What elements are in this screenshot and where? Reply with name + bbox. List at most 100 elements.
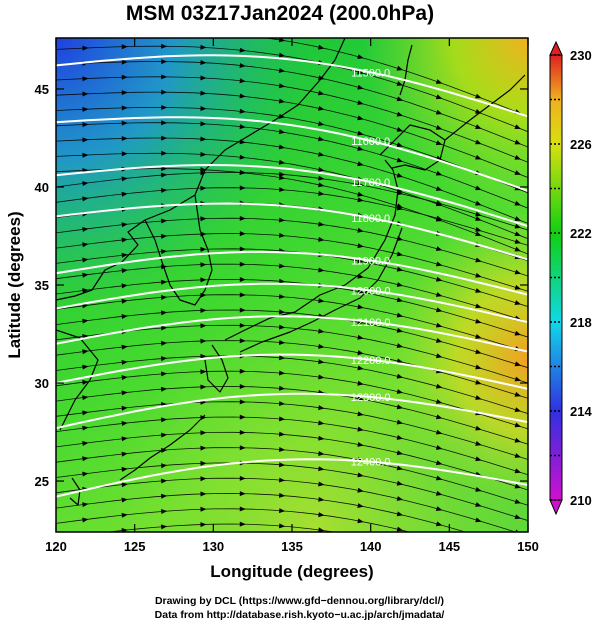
wind-arrow (121, 421, 128, 427)
wind-arrow (435, 140, 443, 146)
wind-arrow (200, 491, 207, 497)
streamline (56, 263, 528, 323)
wind-arrow (82, 288, 89, 294)
wind-arrow (121, 359, 128, 365)
wind-arrow (279, 232, 286, 238)
wind-arrow (396, 111, 404, 117)
wind-arrow (475, 231, 482, 237)
wind-arrow (279, 431, 286, 437)
wind-arrow (200, 121, 207, 127)
wind-arrow (200, 384, 207, 390)
wind-arrow (357, 146, 364, 151)
wind-arrow (396, 297, 404, 303)
wind-arrow (514, 422, 522, 428)
wind-arrow (239, 170, 246, 176)
wind-arrow (475, 563, 482, 570)
wind-arrow (357, 130, 364, 136)
wind-arrow (396, 450, 404, 456)
colorbar-label: 214 (570, 404, 592, 419)
wind-arrow (161, 463, 168, 469)
wind-arrow (200, 105, 207, 111)
wind-arrow (200, 262, 207, 268)
wind-arrow (279, 355, 286, 361)
wind-arrow (279, 492, 286, 498)
wind-arrow (239, 307, 246, 313)
wind-arrow (475, 216, 482, 221)
wind-arrow (357, 161, 364, 167)
wind-arrow (435, 307, 443, 313)
wind-arrow (122, 29, 128, 34)
streamline (56, 137, 528, 224)
wind-arrow (239, 78, 246, 84)
wind-arrow (121, 252, 128, 258)
y-tick-label: 45 (35, 82, 49, 97)
wind-arrow (239, 521, 246, 527)
wind-arrow (82, 45, 89, 51)
wind-arrow (318, 151, 325, 157)
wind-arrow (357, 227, 364, 233)
wind-arrow (121, 283, 128, 289)
wind-arrow (435, 414, 443, 420)
wind-arrow (278, 52, 286, 58)
wind-arrow (514, 407, 522, 412)
streamline (56, 508, 411, 532)
wind-arrow (82, 181, 89, 187)
wind-arrow (357, 304, 364, 310)
x-tick-label: 145 (438, 539, 460, 554)
wind-arrow (318, 374, 325, 380)
wind-arrow (357, 181, 364, 187)
wind-arrow (514, 139, 521, 145)
wind-arrow (279, 523, 286, 529)
wind-arrow (161, 249, 168, 255)
x-tick-label: 120 (45, 539, 67, 554)
streamline (56, 447, 528, 506)
wind-arrow (121, 105, 128, 111)
wind-arrow (318, 451, 325, 456)
wind-arrow (396, 96, 404, 102)
wind-arrow (279, 370, 286, 376)
colorbar-label: 226 (570, 137, 592, 152)
wind-arrow (82, 122, 89, 128)
wind-arrow (239, 414, 246, 420)
wind-arrow (200, 231, 207, 237)
wind-arrow (357, 84, 364, 90)
wind-arrow (239, 475, 246, 481)
wind-arrow (396, 81, 404, 86)
coastline-korea (144, 194, 213, 306)
wind-arrow (475, 211, 482, 217)
wind-arrow (475, 456, 482, 462)
wind-arrow (475, 124, 482, 129)
wind-arrow (475, 257, 482, 263)
wind-arrow (200, 167, 207, 173)
wind-arrow (357, 518, 364, 524)
contour-line (56, 282, 528, 324)
wind-arrow (200, 430, 207, 436)
wind-arrow (200, 277, 207, 283)
wind-arrow (318, 182, 325, 188)
contour-line (56, 250, 528, 296)
wind-arrow (121, 74, 128, 80)
wind-arrow (239, 384, 246, 390)
wind-arrow (161, 135, 168, 141)
y-tick-label: 35 (35, 278, 49, 293)
wind-arrow (514, 514, 522, 520)
wind-arrow (396, 526, 404, 532)
wind-arrow (514, 483, 522, 489)
wind-arrow (82, 242, 89, 248)
wind-arrow (121, 390, 128, 396)
wind-arrow (200, 353, 207, 359)
coastline-honshu (224, 159, 399, 341)
wind-arrow (200, 90, 207, 96)
map-title: MSM 03Z17Jan2024 (200.0hPa) (125, 2, 435, 25)
wind-arrow (279, 477, 286, 483)
map-plot-area: 11500.0 11600.0 11700.0 11800.0 11900.0 12000… (56, 29, 528, 570)
wind-arrow (514, 284, 522, 290)
streamline (56, 294, 528, 353)
contour-label: 12200.0 (351, 355, 391, 367)
wind-arrow (82, 517, 89, 523)
wind-arrow (82, 471, 89, 477)
wind-arrow (396, 142, 404, 148)
wind-arrow (514, 330, 522, 336)
streamline (56, 217, 528, 277)
